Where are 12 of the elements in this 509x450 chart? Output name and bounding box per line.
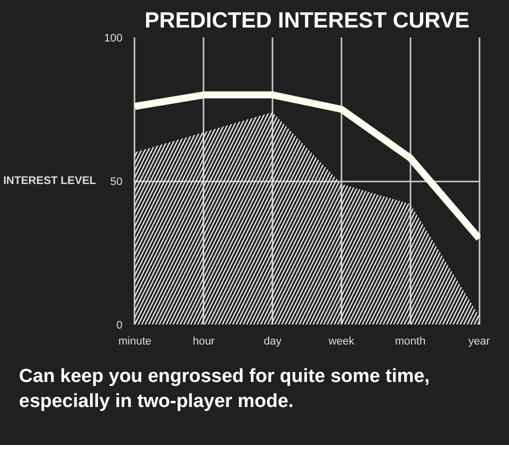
chart-title: PREDICTED INTEREST CURVE: [144, 8, 470, 32]
x-tick-label: month: [394, 336, 426, 348]
y-axis-title: INTEREST LEVEL: [3, 175, 96, 187]
x-tick-label: week: [328, 336, 355, 348]
y-tick-label: 0: [116, 320, 123, 332]
x-tick-label: day: [264, 336, 282, 348]
text: Can keep you engrossed for quite some time, especially in two-player mode.: [19, 365, 431, 414]
x-tick-label: minute: [118, 336, 152, 348]
x-tick-label: year: [468, 336, 490, 348]
y-tick-label: 100: [104, 32, 123, 44]
x-tick-label: hour: [192, 336, 216, 348]
y-tick-label: 50: [110, 176, 123, 188]
